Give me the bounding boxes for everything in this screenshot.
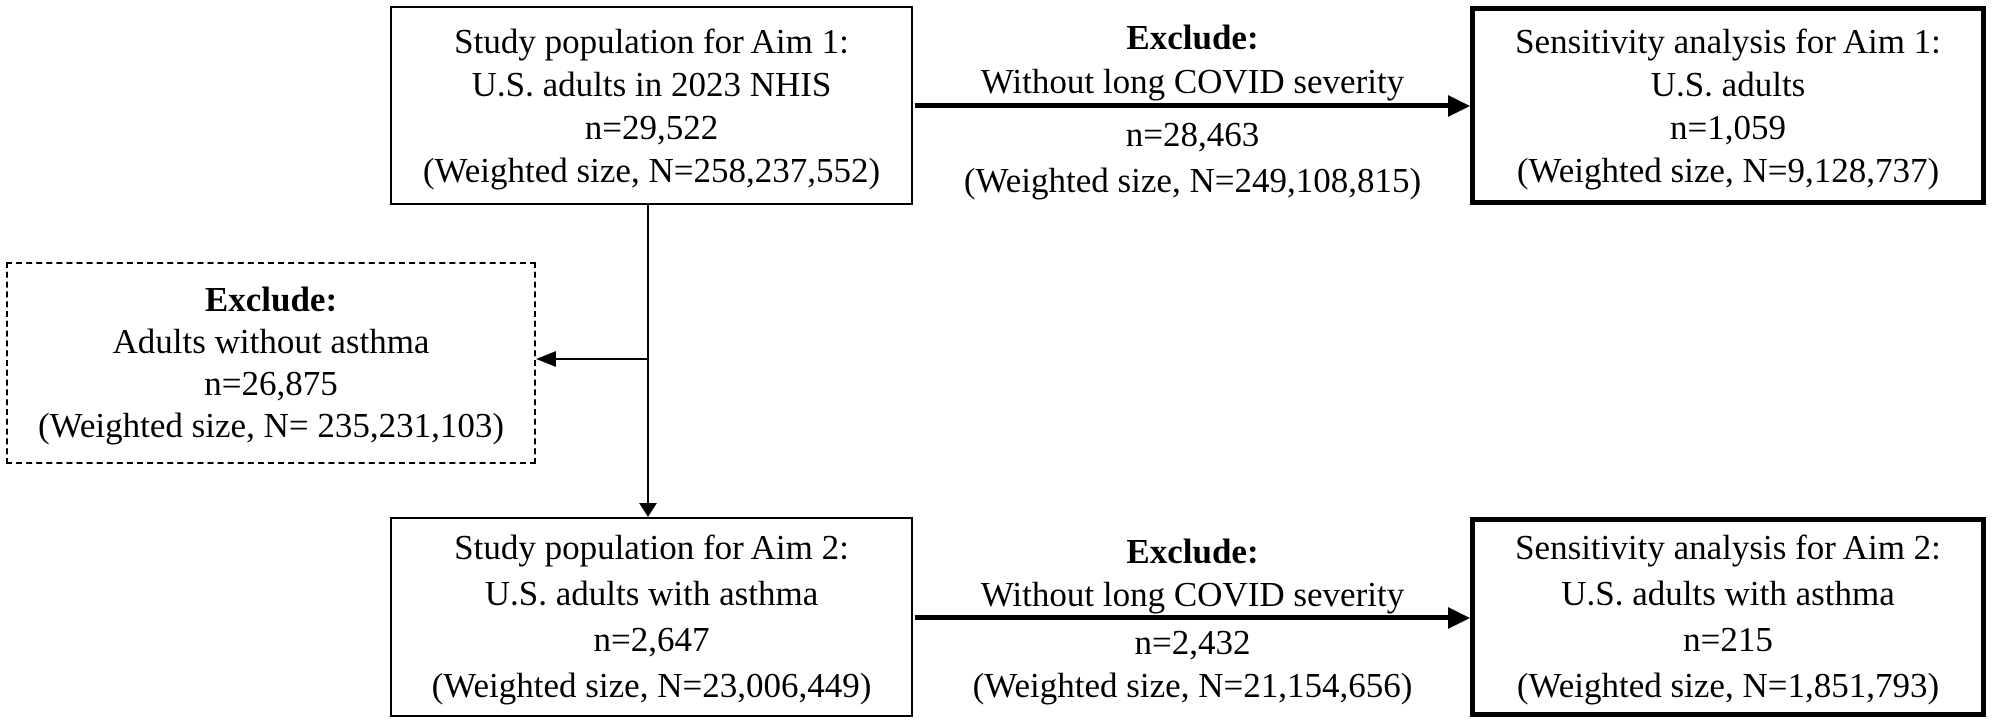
aim2-sensitivity-box: Sensitivity analysis for Aim 2: U.S. adu… — [1470, 517, 1986, 717]
box-line: n=26,875 — [204, 364, 338, 403]
box-line: n=215 — [1683, 620, 1773, 659]
box-line: (Weighted size, N= 235,231,103) — [38, 406, 504, 445]
arrowhead-right-icon — [1448, 607, 1470, 629]
exclude-weighted: (Weighted size, N=249,108,815) — [963, 161, 1422, 200]
arrowhead-down-icon — [639, 503, 657, 517]
box-line: n=2,647 — [593, 620, 710, 659]
box-line: Sensitivity analysis for Aim 1: — [1515, 21, 1941, 61]
box-line: n=29,522 — [584, 107, 719, 147]
box-line: U.S. adults — [1650, 64, 1806, 104]
box-line: Exclude: — [204, 280, 338, 319]
aim2-exclude-arrow-label: Exclude: Without long COVID severity n=2… — [915, 517, 1470, 717]
exclude-n: n=28,463 — [1125, 115, 1260, 154]
box-line: (Weighted size, N=258,237,552) — [422, 150, 881, 190]
box-line: Study population for Aim 2: — [454, 528, 849, 567]
box-line: (Weighted size, N=1,851,793) — [1516, 666, 1940, 705]
box-line: U.S. adults with asthma — [1561, 574, 1895, 613]
asthma-exclude-branch-connector — [554, 358, 648, 360]
box-line: n=1,059 — [1670, 107, 1786, 147]
box-line: Sensitivity analysis for Aim 2: — [1515, 528, 1941, 567]
box-line: U.S. adults in 2023 NHIS — [471, 64, 832, 104]
exclude-title: Exclude: — [1126, 532, 1259, 571]
aim1-population-box: Study population for Aim 1: U.S. adults … — [390, 6, 913, 205]
exclude-reason: Without long COVID severity — [980, 62, 1405, 101]
exclude-n: n=2,432 — [1134, 623, 1251, 662]
aim1-exclude-arrow — [915, 103, 1448, 108]
asthma-exclude-box: Exclude: Adults without asthma n=26,875 … — [6, 262, 536, 464]
arrowhead-left-icon — [536, 351, 556, 367]
aim1-sensitivity-box: Sensitivity analysis for Aim 1: U.S. adu… — [1470, 6, 1986, 205]
box-line: (Weighted size, N=9,128,737) — [1516, 150, 1940, 190]
aim2-population-box: Study population for Aim 2: U.S. adults … — [390, 517, 913, 717]
box-line: Study population for Aim 1: — [454, 21, 849, 61]
exclude-weighted: (Weighted size, N=21,154,656) — [972, 666, 1413, 705]
aim2-exclude-arrow — [915, 615, 1448, 620]
aim1-exclude-arrow-label: Exclude: Without long COVID severity n=2… — [915, 10, 1470, 205]
population-flow-connector — [647, 205, 649, 504]
exclude-title: Exclude: — [1126, 18, 1259, 57]
exclude-reason: Without long COVID severity — [980, 575, 1405, 614]
box-line: Adults without asthma — [112, 322, 430, 361]
arrowhead-right-icon — [1448, 95, 1470, 117]
box-line: (Weighted size, N=23,006,449) — [431, 666, 872, 705]
box-line: U.S. adults with asthma — [484, 574, 819, 613]
